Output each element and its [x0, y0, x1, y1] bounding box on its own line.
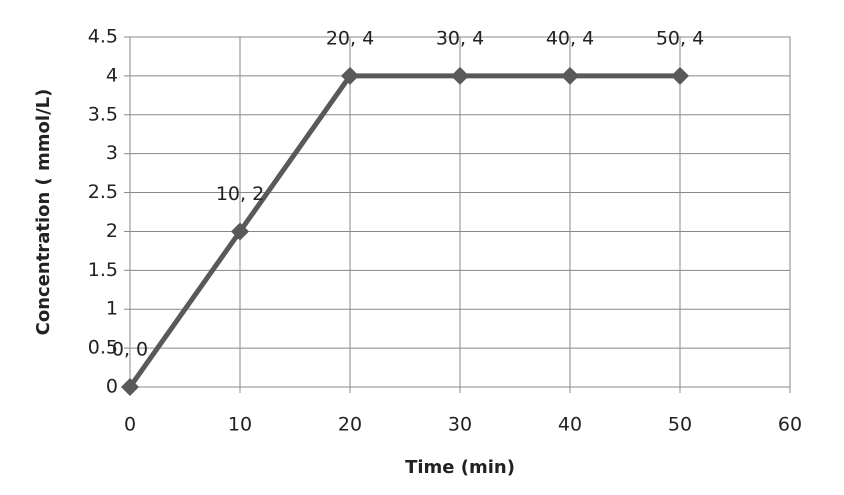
y-tick-label: 2.5 [88, 181, 118, 203]
data-marker [671, 66, 689, 85]
x-tick-label: 10 [228, 414, 252, 436]
x-tick-label: 20 [338, 414, 362, 436]
data-label: 30, 4 [436, 27, 484, 49]
y-tick-label: 1 [106, 298, 118, 320]
y-axis-title: Concentration ( mmol/L) [33, 89, 54, 336]
x-axis-title: Time (min) [405, 457, 515, 478]
y-tick-label: 4.5 [88, 26, 118, 48]
y-tick-label: 1.5 [88, 259, 118, 281]
data-marker [341, 66, 359, 85]
x-tick-label: 60 [778, 414, 802, 436]
data-marker [561, 66, 579, 85]
y-tick-label: 0 [106, 376, 118, 398]
x-tick-label: 40 [558, 414, 582, 436]
y-tick-label: 3 [106, 142, 118, 164]
data-line [127, 73, 680, 389]
x-tick-label: 50 [668, 414, 692, 436]
data-label: 0, 0 [112, 339, 148, 361]
y-tick-label: 0.5 [88, 337, 118, 359]
data-marker [231, 222, 249, 241]
y-tick-label: 3.5 [88, 103, 118, 125]
data-marker [451, 66, 469, 85]
plot-border [129, 36, 791, 388]
data-label: 50, 4 [656, 27, 704, 49]
x-tick-label: 0 [124, 414, 136, 436]
data-marker [121, 378, 139, 396]
x-tick-label: 30 [448, 414, 472, 436]
data-label: 10, 2 [216, 183, 264, 205]
y-tick-label: 2 [106, 220, 118, 242]
y-tick-label: 4 [106, 64, 118, 86]
data-label: 20, 4 [326, 27, 374, 49]
data-label: 40, 4 [546, 27, 594, 49]
